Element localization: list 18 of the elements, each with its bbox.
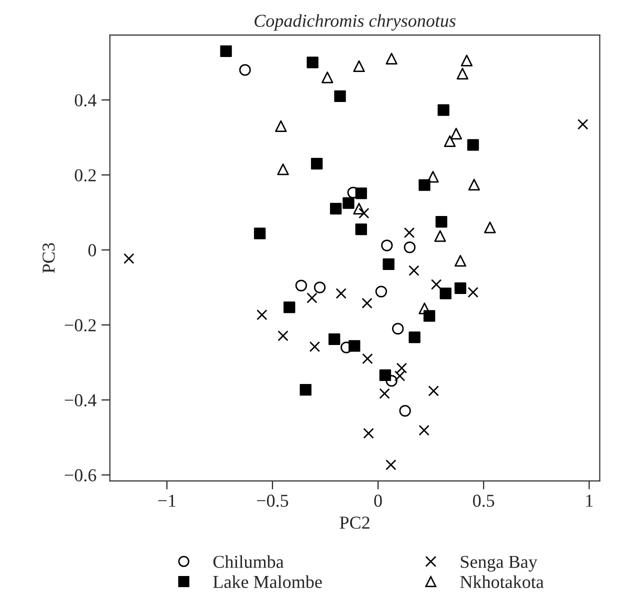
y-tick-label: 0.4 <box>74 94 96 106</box>
x-axis-title: PC2 <box>340 516 370 529</box>
legend-label: Lake Malombe <box>213 575 322 588</box>
y-tick-label: −0.2 <box>64 319 96 332</box>
y-axis-title: PC3 <box>42 243 55 274</box>
y-tick-label: 0.2 <box>74 169 96 182</box>
x-tick-label: 0 <box>374 494 382 507</box>
y-tick-label: 0 <box>88 244 96 256</box>
x-tick-label: 0.5 <box>473 494 494 507</box>
x-tick-label: 1 <box>586 494 593 507</box>
legend-label: Senga Bay <box>460 556 538 572</box>
legend-label: Chilumba <box>213 555 284 568</box>
chart-title: Copadichromis chrysonotus <box>254 14 456 31</box>
y-tick-label: −0.4 <box>64 394 96 406</box>
x-tick-label: −0.5 <box>257 494 288 507</box>
legend-label: Nkhotakota <box>460 575 544 588</box>
x-tick-label: −1 <box>158 494 176 507</box>
y-tick-label: −0.6 <box>64 469 96 482</box>
